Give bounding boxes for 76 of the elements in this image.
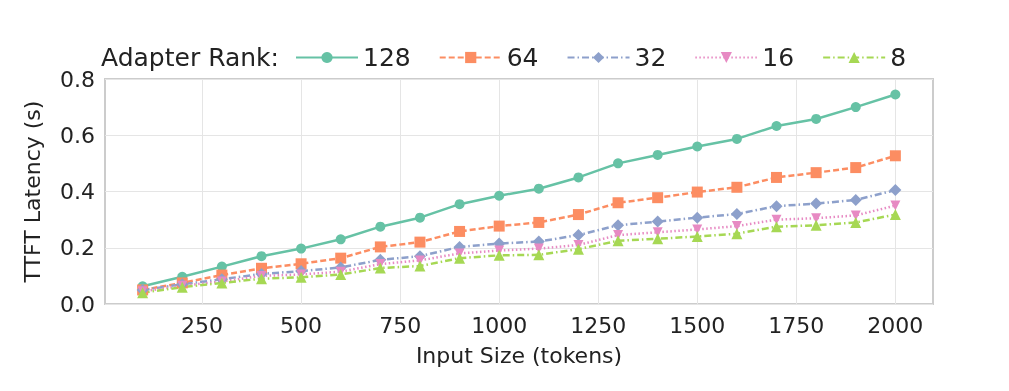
point bbox=[414, 212, 425, 223]
point bbox=[374, 262, 386, 274]
legend-label: 64 bbox=[506, 43, 539, 72]
point bbox=[889, 209, 901, 221]
point bbox=[374, 241, 386, 253]
point bbox=[731, 133, 742, 144]
point bbox=[651, 215, 664, 228]
point bbox=[811, 113, 822, 124]
point bbox=[613, 158, 624, 169]
point bbox=[652, 233, 664, 245]
point bbox=[810, 219, 822, 231]
point bbox=[573, 172, 584, 183]
x-tick-label: 2000 bbox=[867, 312, 924, 338]
y-tick-label: 0.4 bbox=[60, 179, 95, 204]
point bbox=[335, 252, 347, 264]
x-tick-label: 1750 bbox=[768, 312, 825, 338]
legend-label: 32 bbox=[634, 43, 667, 72]
point bbox=[730, 208, 743, 220]
point bbox=[533, 249, 545, 261]
point bbox=[810, 167, 822, 179]
x-tick-label: 500 bbox=[280, 312, 323, 338]
point bbox=[771, 120, 782, 131]
point bbox=[890, 89, 901, 100]
point bbox=[533, 216, 545, 228]
point bbox=[850, 102, 861, 113]
point bbox=[652, 149, 663, 160]
point bbox=[335, 234, 346, 245]
point bbox=[770, 200, 783, 213]
point bbox=[572, 209, 584, 221]
point bbox=[691, 186, 703, 198]
point bbox=[771, 171, 783, 183]
point bbox=[691, 231, 703, 242]
x-tick-label: 1250 bbox=[570, 312, 627, 338]
point bbox=[494, 190, 505, 201]
point bbox=[889, 150, 901, 162]
y-tick-label: 0.6 bbox=[60, 122, 95, 148]
point bbox=[692, 141, 703, 152]
x-axis-title: Input Size (tokens) bbox=[415, 342, 623, 368]
x-tick-label: 250 bbox=[181, 312, 224, 338]
legend-label: 128 bbox=[363, 43, 411, 72]
point bbox=[454, 252, 466, 264]
point bbox=[414, 236, 426, 248]
x-tick-label: 750 bbox=[379, 312, 422, 338]
point bbox=[731, 228, 743, 240]
point bbox=[850, 216, 862, 228]
y-tick-label: 0.2 bbox=[60, 235, 95, 261]
point bbox=[612, 197, 624, 209]
x-tick-label: 1500 bbox=[669, 312, 726, 338]
y-axis-title: TTFT Latency (s) bbox=[19, 100, 45, 284]
point bbox=[256, 251, 267, 262]
point bbox=[414, 260, 426, 272]
point bbox=[296, 243, 307, 254]
point bbox=[255, 273, 267, 285]
point bbox=[731, 181, 743, 193]
point bbox=[375, 221, 386, 232]
y-tick-label: 0.0 bbox=[60, 291, 95, 317]
x-tick-label: 1000 bbox=[471, 312, 528, 338]
point bbox=[454, 225, 466, 237]
point bbox=[850, 162, 862, 174]
point bbox=[572, 243, 584, 255]
point bbox=[810, 197, 823, 210]
point bbox=[652, 192, 664, 204]
point bbox=[771, 221, 783, 233]
legend-label: 16 bbox=[762, 43, 795, 72]
y-tick-label: 0.8 bbox=[60, 66, 95, 92]
point bbox=[849, 193, 862, 206]
point bbox=[612, 235, 624, 247]
point bbox=[454, 199, 465, 210]
legend-title: Adapter Rank: bbox=[101, 43, 280, 72]
point bbox=[493, 249, 505, 261]
point bbox=[889, 184, 902, 197]
legend-label: 8 bbox=[890, 43, 907, 72]
point bbox=[493, 220, 505, 232]
point bbox=[771, 214, 782, 225]
point bbox=[691, 211, 704, 224]
point bbox=[533, 183, 544, 194]
